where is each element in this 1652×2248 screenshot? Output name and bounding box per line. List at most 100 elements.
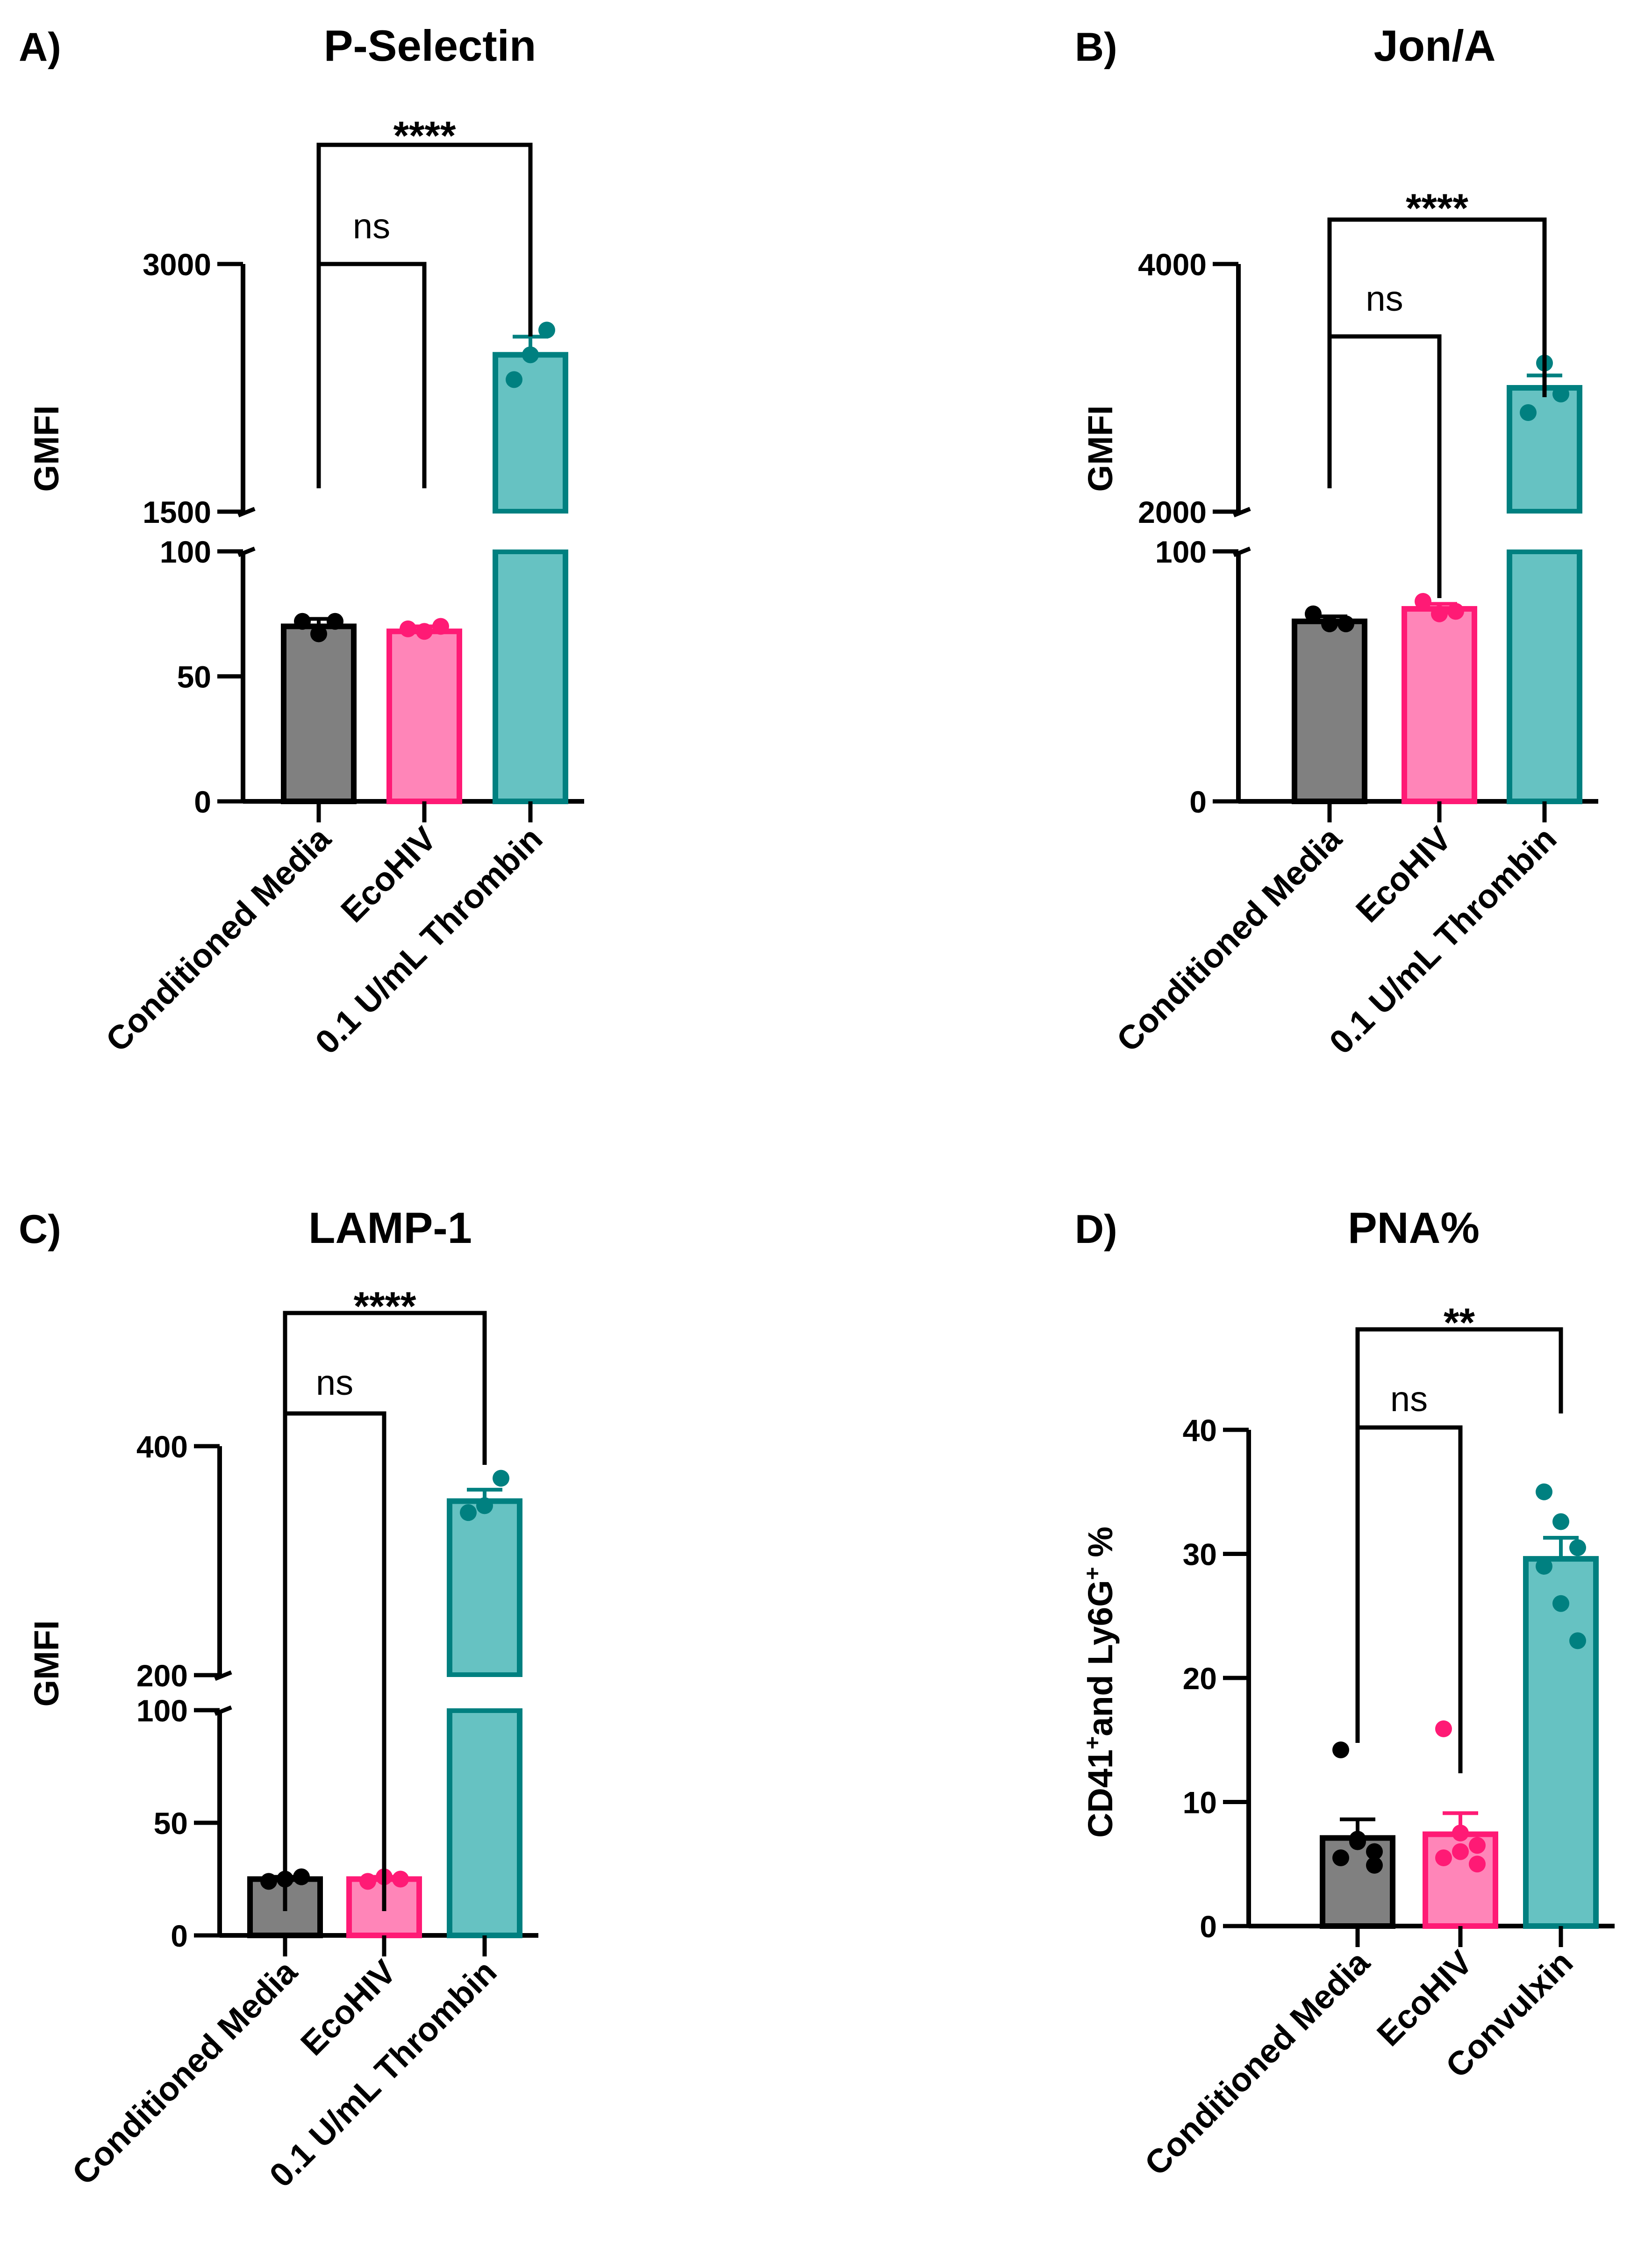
data-point (416, 623, 433, 640)
bar-break-gap (492, 514, 569, 550)
y-tick-label: 20 (1183, 1661, 1217, 1696)
bar (1507, 549, 1582, 804)
significance-bracket (1327, 334, 1442, 598)
significance-bracket (1327, 217, 1547, 488)
data-point (260, 1873, 277, 1890)
data-point (1452, 1824, 1469, 1841)
y-tick-label: 4000 (1138, 247, 1207, 282)
y-tick-label: 200 (136, 1658, 188, 1693)
data-point (460, 1504, 477, 1521)
data-point (1435, 1849, 1452, 1866)
significance-label: **** (354, 1284, 416, 1329)
y-tick-label: 40 (1183, 1413, 1217, 1448)
data-point (1520, 404, 1537, 421)
significance-label: **** (393, 114, 456, 158)
data-point (327, 613, 343, 630)
panel-title: Jon/A (1373, 21, 1495, 70)
panel-title: P-Selectin (324, 21, 536, 70)
panel-letter: C) (19, 1207, 61, 1252)
data-point (1349, 1831, 1366, 1848)
axis-break-mark (214, 1705, 232, 1716)
bar-break-gap (1506, 514, 1583, 550)
panel-title: LAMP-1 (308, 1203, 472, 1252)
bar (447, 1498, 522, 1678)
category-label: Conditioned Media (1109, 820, 1349, 1059)
data-point (506, 371, 522, 388)
category-label: Conditioned Media (1137, 1943, 1377, 2183)
y-tick-label: 100 (1155, 535, 1207, 569)
data-point (522, 346, 539, 364)
axis-break-mark (237, 507, 256, 518)
y-tick-label: 3000 (143, 247, 211, 282)
panel-letter: B) (1075, 25, 1117, 70)
bar (1292, 618, 1367, 805)
data-point (400, 620, 416, 637)
data-point (1469, 1855, 1486, 1873)
significance-bracket (283, 1311, 487, 1911)
category-label: EcoHIV (1349, 820, 1459, 930)
data-point (1332, 1741, 1349, 1758)
panel-0: A) P-Selectin 0 50 100 1500 3000 GMFI Conditione… (19, 21, 584, 1061)
significance-bracket (316, 262, 427, 488)
y-tick-label: 10 (1183, 1785, 1217, 1820)
data-point (1552, 385, 1569, 403)
significance-label: ns (1366, 279, 1403, 319)
bar (493, 549, 568, 804)
data-point (1415, 593, 1431, 610)
y-axis-title: GMFI (27, 406, 66, 492)
category-label: EcoHIV (334, 820, 443, 930)
category-label: Conditioned Media (99, 820, 338, 1059)
panel-title: PNA% (1348, 1203, 1480, 1252)
data-point (1536, 1558, 1552, 1575)
y-tick-label: 0 (1200, 1909, 1217, 1944)
data-point (1321, 615, 1338, 633)
data-point (310, 625, 327, 642)
bar (281, 623, 357, 804)
data-point (1552, 1513, 1569, 1530)
data-point (1552, 1595, 1569, 1612)
data-point (1366, 1856, 1383, 1874)
axis-break-mark (237, 546, 256, 557)
y-tick-label: 0 (171, 1919, 188, 1953)
data-point (1366, 1843, 1383, 1860)
data-point (359, 1873, 376, 1890)
data-point (1452, 1843, 1469, 1860)
data-point (1435, 1720, 1452, 1737)
data-point (476, 1497, 493, 1514)
significance-bracket (283, 1411, 386, 1911)
data-point (1305, 605, 1322, 622)
significance-label: ** (1444, 1300, 1475, 1345)
data-point (538, 321, 555, 339)
bar (386, 628, 462, 804)
significance-bracket (316, 143, 533, 488)
axis-break-mark (214, 1670, 232, 1681)
bar (1402, 606, 1477, 805)
y-tick-label: 0 (194, 785, 211, 819)
significance-label: ns (353, 207, 390, 246)
bar (1507, 385, 1582, 514)
data-point (1431, 605, 1448, 622)
data-point (493, 1470, 509, 1487)
axis-break-mark (1233, 546, 1251, 557)
bar (1523, 1556, 1599, 1929)
y-tick-label: 400 (136, 1429, 188, 1464)
y-tick-label: 100 (160, 535, 211, 569)
bar-break-gap (446, 1677, 523, 1708)
data-point (392, 1870, 409, 1888)
data-point (1447, 603, 1464, 620)
axis-break-mark (1233, 507, 1251, 518)
y-tick-label: 50 (154, 1806, 188, 1841)
data-point (1569, 1632, 1586, 1649)
y-tick-label: 0 (1189, 785, 1207, 819)
y-axis-title: GMFI (1081, 406, 1120, 492)
data-point (432, 618, 449, 635)
panel-3: D) PNA% 0 10 20 30 40 CD41+and Ly6G+ % Condition… (1075, 1203, 1615, 2183)
data-point (1536, 1483, 1552, 1500)
category-label: Conditioned Media (65, 1953, 305, 2192)
data-point (1469, 1837, 1486, 1854)
y-tick-label: 2000 (1138, 495, 1207, 529)
data-point (294, 613, 311, 630)
